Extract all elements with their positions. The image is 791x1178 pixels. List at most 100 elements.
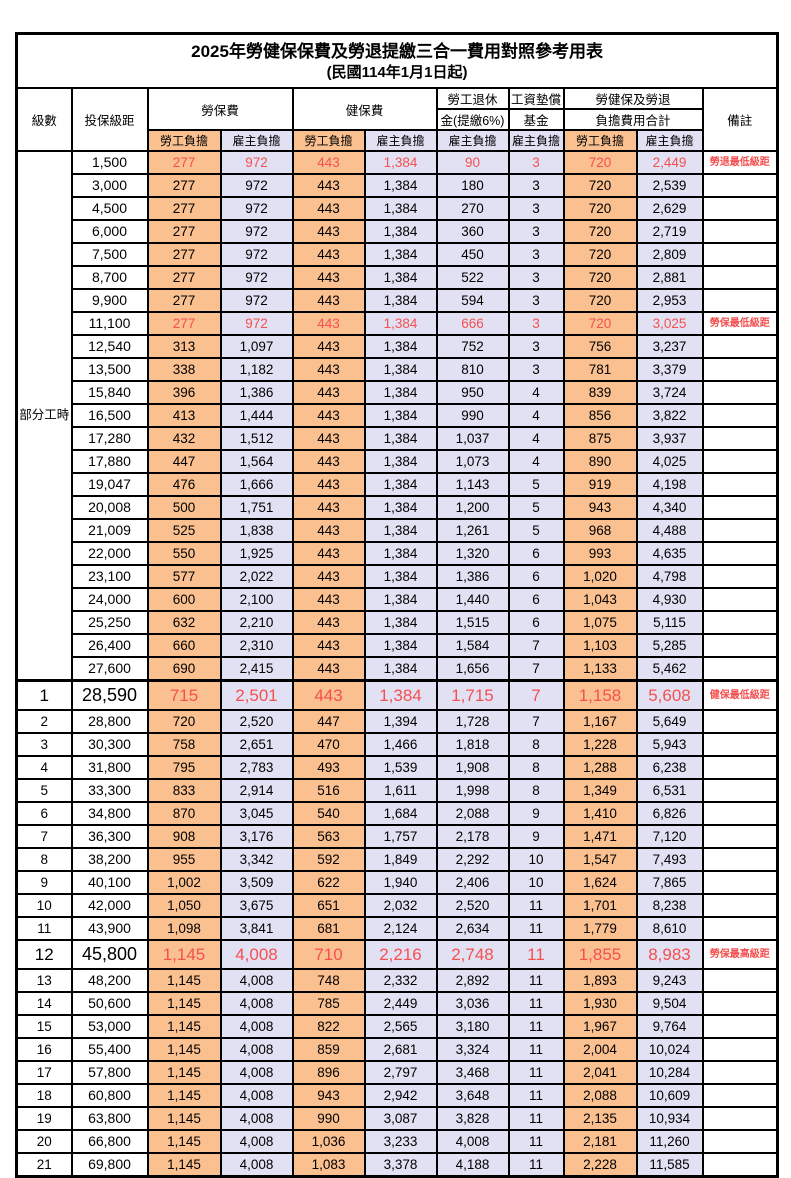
level-cell: 8 bbox=[15, 847, 73, 872]
value-cell: 2,748 bbox=[435, 939, 510, 970]
value-cell: 748 bbox=[291, 968, 366, 993]
table-row: 15,840 396 1,386 443 1,384 950 4 839 3,724 bbox=[17, 380, 779, 405]
bracket-cell: 53,000 bbox=[70, 1014, 149, 1039]
value-cell: 7 bbox=[507, 656, 565, 682]
value-cell: 600 bbox=[146, 587, 222, 612]
bracket-cell: 50,600 bbox=[70, 991, 149, 1016]
value-cell: 10,934 bbox=[635, 1106, 704, 1131]
level-cell: 18 bbox=[15, 1083, 73, 1108]
value-cell: 443 bbox=[291, 242, 366, 267]
value-cell: 1,384 bbox=[363, 472, 438, 497]
remark-cell: 勞保最低級距 bbox=[701, 311, 779, 336]
level-cell: 6 bbox=[15, 801, 73, 826]
value-cell: 443 bbox=[291, 426, 366, 451]
remark-cell bbox=[701, 755, 779, 780]
remark-cell bbox=[701, 732, 779, 757]
value-cell: 660 bbox=[146, 633, 222, 658]
bracket-cell: 13,500 bbox=[70, 357, 149, 382]
value-cell: 4,198 bbox=[635, 472, 704, 497]
value-cell: 720 bbox=[562, 242, 638, 267]
remark-cell bbox=[701, 610, 779, 635]
value-cell: 2,041 bbox=[562, 1060, 638, 1085]
bracket-cell: 11,100 bbox=[70, 311, 149, 336]
value-cell: 1,384 bbox=[363, 610, 438, 635]
bracket-cell: 23,100 bbox=[70, 564, 149, 589]
remark-cell bbox=[701, 334, 779, 359]
value-cell: 972 bbox=[219, 288, 294, 313]
value-cell: 11 bbox=[507, 1014, 565, 1039]
value-cell: 277 bbox=[146, 150, 222, 175]
value-cell: 7 bbox=[507, 709, 565, 734]
value-cell: 1,200 bbox=[435, 495, 510, 520]
value-cell: 4,008 bbox=[219, 939, 294, 970]
level-cell: 20 bbox=[15, 1129, 73, 1154]
bracket-cell: 69,800 bbox=[70, 1152, 149, 1178]
value-cell: 1,228 bbox=[562, 732, 638, 757]
value-cell: 1,779 bbox=[562, 916, 638, 941]
value-cell: 4,008 bbox=[435, 1129, 510, 1154]
value-cell: 1,073 bbox=[435, 449, 510, 474]
value-cell: 277 bbox=[146, 196, 222, 221]
remark-cell bbox=[701, 870, 779, 895]
value-cell: 516 bbox=[291, 778, 366, 803]
value-cell: 3,036 bbox=[435, 991, 510, 1016]
table-row: 10 42,000 1,050 3,675 651 2,032 2,520 11 1,701 8,… bbox=[15, 893, 779, 918]
value-cell: 7 bbox=[507, 633, 565, 658]
value-cell: 4,008 bbox=[219, 1152, 294, 1178]
value-cell: 756 bbox=[562, 334, 638, 359]
bracket-cell: 12,540 bbox=[70, 334, 149, 359]
value-cell: 795 bbox=[146, 755, 222, 780]
remark-cell bbox=[701, 403, 779, 428]
value-cell: 3 bbox=[507, 173, 565, 198]
value-cell: 11,260 bbox=[635, 1129, 704, 1154]
remark-cell bbox=[701, 587, 779, 612]
value-cell: 1,133 bbox=[562, 656, 638, 682]
remark-cell bbox=[701, 564, 779, 589]
remark-cell bbox=[701, 380, 779, 405]
remark-cell bbox=[701, 242, 779, 267]
level-cell: 4 bbox=[15, 755, 73, 780]
value-cell: 890 bbox=[562, 449, 638, 474]
table-row: 17 57,800 1,145 4,008 896 2,797 3,468 11 2,041 10… bbox=[15, 1060, 779, 1085]
remark-cell bbox=[701, 1129, 779, 1154]
table-row: 2 28,800 720 2,520 447 1,394 1,728 7 1,167 5,649 bbox=[15, 709, 779, 734]
value-cell: 2,032 bbox=[363, 893, 438, 918]
value-cell: 2,892 bbox=[435, 968, 510, 993]
level-cell: 12 bbox=[15, 939, 73, 970]
table-row: 14 50,600 1,145 4,008 785 2,449 3,036 11 1,930 9,… bbox=[15, 991, 779, 1016]
value-cell: 1,930 bbox=[562, 991, 638, 1016]
value-cell: 5 bbox=[507, 518, 565, 543]
value-cell: 1,167 bbox=[562, 709, 638, 734]
value-cell: 11 bbox=[507, 1129, 565, 1154]
table-row: 23,100 577 2,022 443 1,384 1,386 6 1,020 4,798 bbox=[17, 564, 779, 589]
bracket-cell: 24,000 bbox=[70, 587, 149, 612]
value-cell: 470 bbox=[291, 732, 366, 757]
value-cell: 2,881 bbox=[635, 265, 704, 290]
value-cell: 4,008 bbox=[219, 1106, 294, 1131]
value-cell: 1,384 bbox=[363, 242, 438, 267]
value-cell: 443 bbox=[291, 219, 366, 244]
value-cell: 338 bbox=[146, 357, 222, 382]
value-cell: 8,983 bbox=[635, 939, 704, 970]
bracket-cell: 28,800 bbox=[70, 709, 149, 734]
value-cell: 1,043 bbox=[562, 587, 638, 612]
bracket-cell: 27,600 bbox=[70, 656, 149, 682]
value-cell: 7 bbox=[507, 679, 565, 711]
value-cell: 3 bbox=[507, 334, 565, 359]
header-total-employee-share: 勞工負擔 bbox=[562, 129, 638, 152]
value-cell: 3,025 bbox=[635, 311, 704, 336]
table-row: 26,400 660 2,310 443 1,384 1,584 7 1,103 5,285 bbox=[17, 633, 779, 658]
level-cell: 16 bbox=[15, 1037, 73, 1062]
value-cell: 2,292 bbox=[435, 847, 510, 872]
remark-cell: 勞退最低級距 bbox=[701, 150, 779, 175]
bracket-cell: 45,800 bbox=[70, 939, 149, 970]
table-row: 1 28,590 715 2,501 443 1,384 1,715 7 1,158 5,608 健… bbox=[15, 679, 779, 711]
value-cell: 1,440 bbox=[435, 587, 510, 612]
value-cell: 11 bbox=[507, 1060, 565, 1085]
value-cell: 6 bbox=[507, 564, 565, 589]
value-cell: 2,415 bbox=[219, 656, 294, 682]
bracket-cell: 66,800 bbox=[70, 1129, 149, 1154]
value-cell: 1,394 bbox=[363, 709, 438, 734]
title-row: 2025年勞健保保費及勞退提繳三合一費用對照參考用表 (民國114年1月1日起) bbox=[15, 32, 779, 89]
value-cell: 720 bbox=[562, 173, 638, 198]
